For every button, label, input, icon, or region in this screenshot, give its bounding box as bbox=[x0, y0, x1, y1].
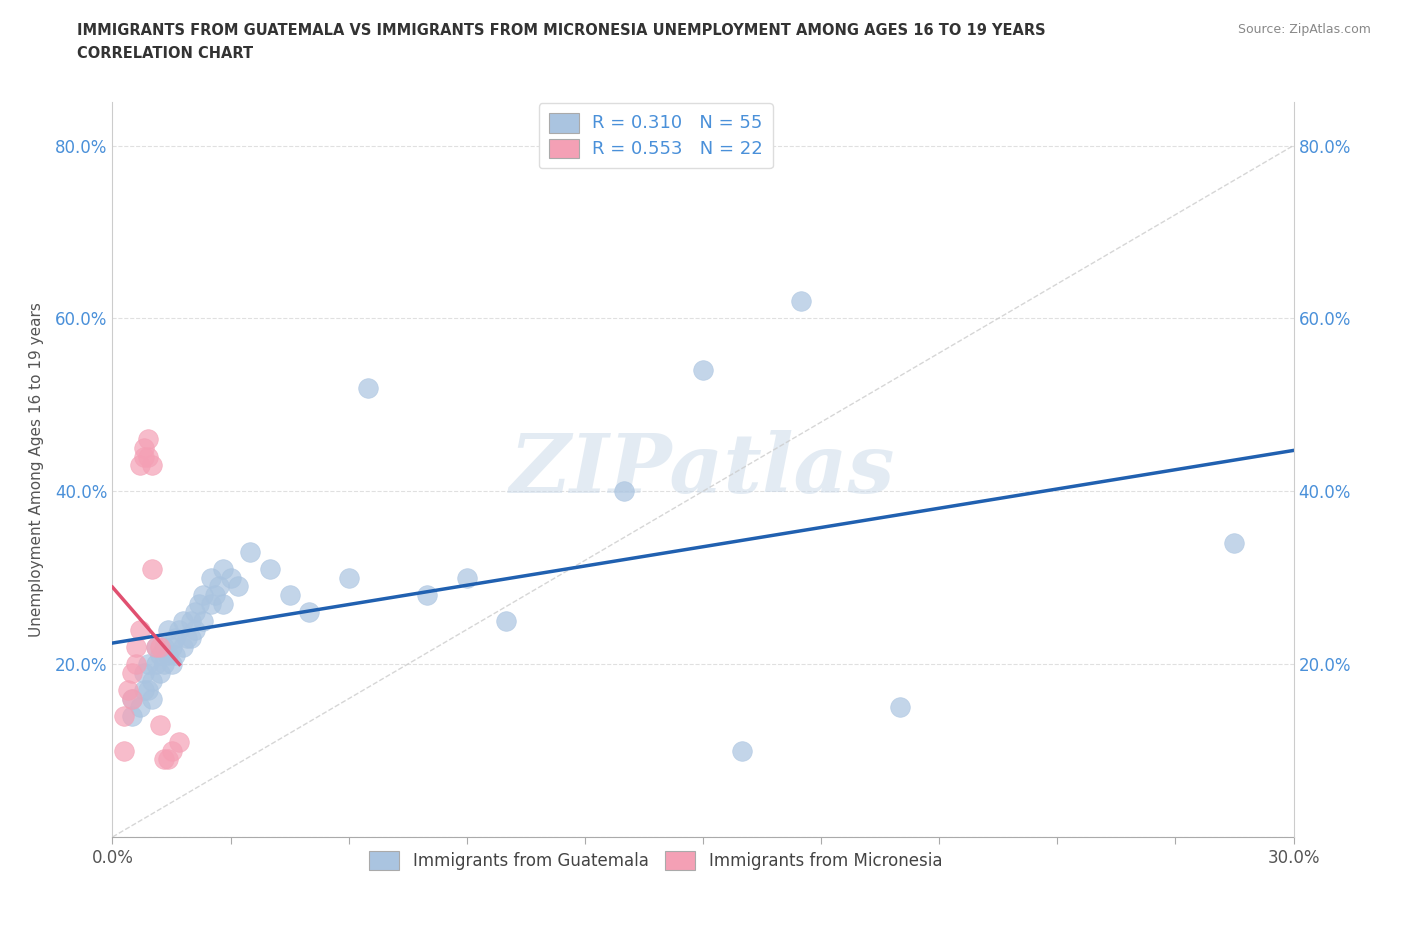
Point bbox=[188, 596, 211, 611]
Point bbox=[132, 449, 155, 464]
Point bbox=[112, 743, 135, 758]
Point bbox=[337, 570, 360, 585]
Point bbox=[889, 700, 911, 715]
Point bbox=[145, 657, 167, 671]
Point bbox=[129, 622, 152, 637]
Point bbox=[259, 562, 281, 577]
Point bbox=[416, 588, 439, 603]
Point bbox=[156, 622, 179, 637]
Point bbox=[169, 735, 191, 750]
Point bbox=[141, 674, 163, 689]
Point bbox=[136, 657, 159, 671]
Point bbox=[125, 657, 148, 671]
Point bbox=[180, 631, 202, 645]
Point bbox=[149, 717, 172, 732]
Point bbox=[121, 709, 143, 724]
Point bbox=[191, 614, 214, 629]
Point bbox=[160, 657, 183, 671]
Point bbox=[136, 683, 159, 698]
Point bbox=[613, 484, 636, 498]
Point bbox=[156, 648, 179, 663]
Point bbox=[731, 743, 754, 758]
Point bbox=[790, 294, 813, 309]
Point bbox=[152, 657, 174, 671]
Point bbox=[129, 458, 152, 472]
Point bbox=[165, 648, 187, 663]
Point bbox=[145, 640, 167, 655]
Point bbox=[165, 631, 187, 645]
Point bbox=[152, 751, 174, 766]
Point bbox=[184, 604, 207, 619]
Point bbox=[149, 648, 172, 663]
Point bbox=[160, 640, 183, 655]
Point bbox=[204, 588, 226, 603]
Point bbox=[211, 562, 233, 577]
Point bbox=[121, 691, 143, 706]
Point bbox=[160, 743, 183, 758]
Point bbox=[172, 614, 194, 629]
Point bbox=[495, 614, 517, 629]
Point bbox=[211, 596, 233, 611]
Point bbox=[298, 604, 321, 619]
Point bbox=[149, 640, 172, 655]
Point bbox=[141, 691, 163, 706]
Point bbox=[278, 588, 301, 603]
Point bbox=[219, 570, 242, 585]
Point bbox=[156, 751, 179, 766]
Point bbox=[184, 622, 207, 637]
Text: Source: ZipAtlas.com: Source: ZipAtlas.com bbox=[1237, 23, 1371, 36]
Point bbox=[121, 691, 143, 706]
Point bbox=[692, 363, 714, 378]
Point bbox=[149, 665, 172, 680]
Point bbox=[200, 570, 222, 585]
Point bbox=[456, 570, 478, 585]
Text: CORRELATION CHART: CORRELATION CHART bbox=[77, 46, 253, 61]
Point bbox=[169, 622, 191, 637]
Point bbox=[172, 640, 194, 655]
Point bbox=[239, 544, 262, 559]
Point bbox=[200, 596, 222, 611]
Point bbox=[132, 665, 155, 680]
Point bbox=[136, 432, 159, 446]
Text: ZIPatlas: ZIPatlas bbox=[510, 430, 896, 510]
Point bbox=[112, 709, 135, 724]
Point bbox=[180, 614, 202, 629]
Point bbox=[208, 578, 231, 593]
Point bbox=[176, 631, 198, 645]
Point bbox=[132, 683, 155, 698]
Point bbox=[228, 578, 250, 593]
Point bbox=[129, 700, 152, 715]
Y-axis label: Unemployment Among Ages 16 to 19 years: Unemployment Among Ages 16 to 19 years bbox=[30, 302, 44, 637]
Point bbox=[152, 640, 174, 655]
Point bbox=[136, 449, 159, 464]
Point bbox=[145, 640, 167, 655]
Point bbox=[357, 380, 380, 395]
Point bbox=[132, 441, 155, 456]
Legend: Immigrants from Guatemala, Immigrants from Micronesia: Immigrants from Guatemala, Immigrants fr… bbox=[363, 844, 949, 876]
Point bbox=[1223, 536, 1246, 551]
Point bbox=[141, 562, 163, 577]
Point bbox=[191, 588, 214, 603]
Point bbox=[125, 640, 148, 655]
Point bbox=[141, 458, 163, 472]
Point bbox=[121, 665, 143, 680]
Point bbox=[117, 683, 139, 698]
Text: IMMIGRANTS FROM GUATEMALA VS IMMIGRANTS FROM MICRONESIA UNEMPLOYMENT AMONG AGES : IMMIGRANTS FROM GUATEMALA VS IMMIGRANTS … bbox=[77, 23, 1046, 38]
